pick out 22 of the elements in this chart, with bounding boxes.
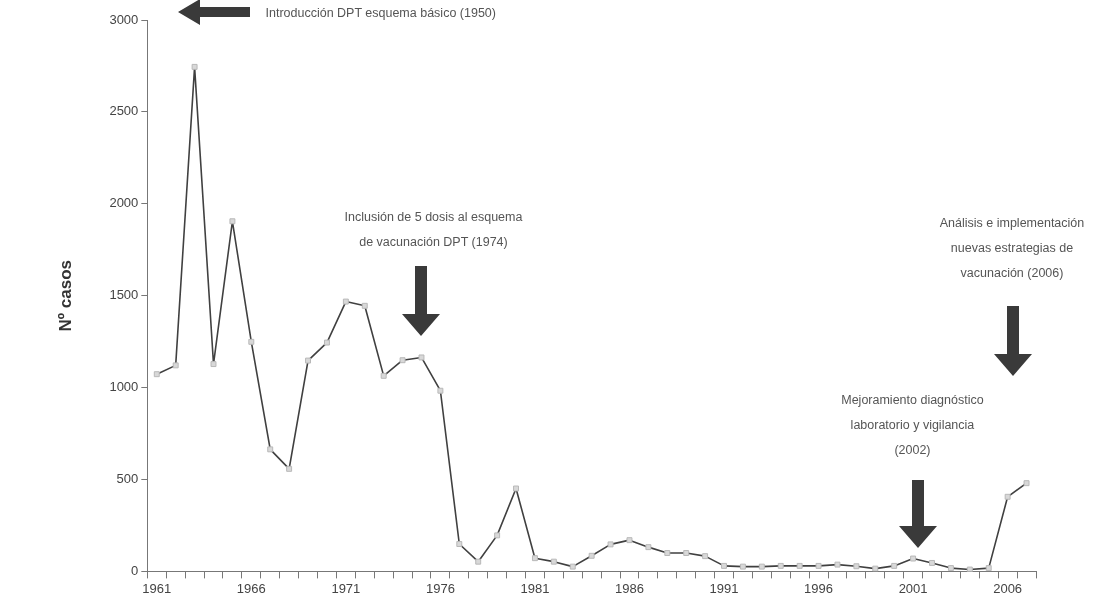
text: Introducción DPT esquema básico (1950) (265, 4, 496, 22)
x-tick-label: 2001 (898, 580, 928, 596)
y-tick-label: 500 (116, 471, 139, 487)
annotation: Mejoramiento diagnóstico laboratorio y vigilancia (2002) (841, 392, 984, 460)
x-tick-label: 1996 (804, 580, 834, 596)
y-tick-label: 3000 (109, 11, 139, 27)
y-tick-label: 1000 (109, 379, 139, 395)
y-tick-label: 0 (131, 562, 139, 578)
y-tick-label: 2000 (109, 195, 139, 211)
x-tick-label: 1991 (709, 580, 739, 596)
x-tick-label: 1981 (520, 580, 550, 596)
annotation: Análisis e implementación nuevas estrategias de vacunación (2006) (939, 215, 1085, 283)
x-tick-label: 2006 (993, 580, 1023, 596)
x-tick-label: 1986 (615, 580, 644, 596)
annotation: Inclusión de 5 dosis al esquema de vacunación DPT (1974) (344, 209, 523, 252)
x-tick-label: 1966 (236, 580, 266, 596)
y-tick-label: 1500 (109, 287, 139, 303)
y-axis-title: Nº casos (55, 259, 75, 332)
x-tick-label: 1976 (425, 580, 455, 596)
x-tick-label: 1971 (331, 580, 361, 596)
y-tick-label: 2500 (109, 103, 139, 119)
x-tick-label: 1961 (142, 580, 172, 596)
